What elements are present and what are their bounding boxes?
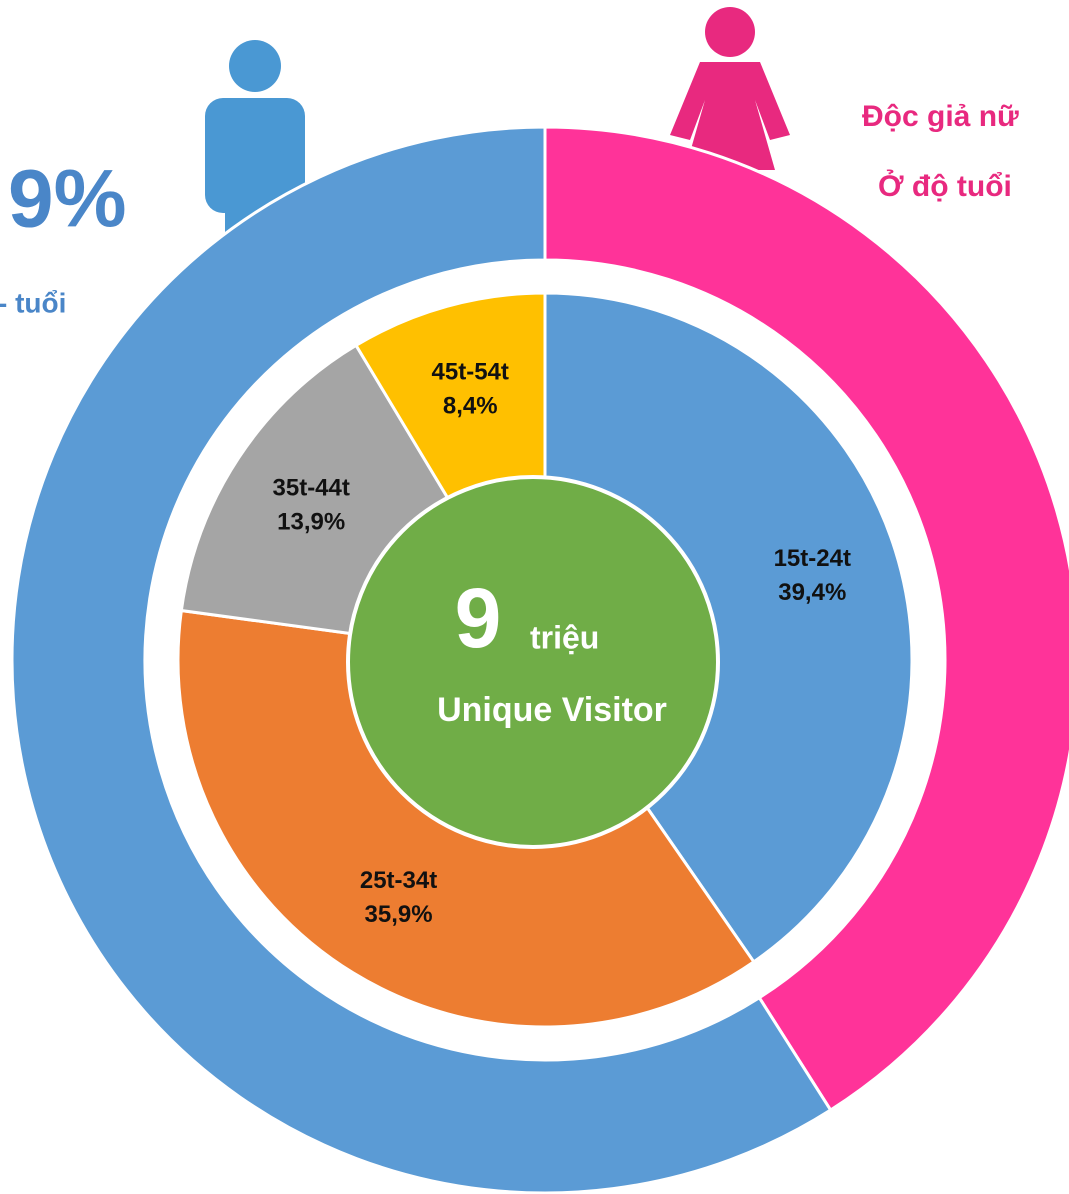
female-title: Độc giả nữ	[862, 100, 1019, 133]
segment-value: 13,9%	[277, 508, 345, 535]
segment-value: 35,9%	[365, 901, 433, 928]
outer-segment	[543, 125, 1069, 1113]
female-age: Ở độ tuổi	[878, 169, 1012, 203]
segment-value: 39,4%	[778, 579, 846, 606]
segment-category: 15t-24t	[774, 545, 851, 572]
segment-category: 45t-54t	[432, 359, 509, 386]
outer-segment	[10, 125, 833, 1194]
center-circle	[346, 475, 720, 849]
center-label: Unique Visitor	[437, 691, 667, 729]
segment-value: 8,4%	[443, 393, 498, 420]
male-percent: 9%	[8, 154, 127, 245]
segment-category: 25t-34t	[360, 867, 437, 894]
center-value: 9	[455, 571, 502, 665]
center-unit: triệu	[530, 619, 599, 655]
segment-category: 35t-44t	[273, 474, 350, 501]
male-age: - tuổi	[0, 287, 66, 318]
pie-segment	[543, 291, 914, 964]
